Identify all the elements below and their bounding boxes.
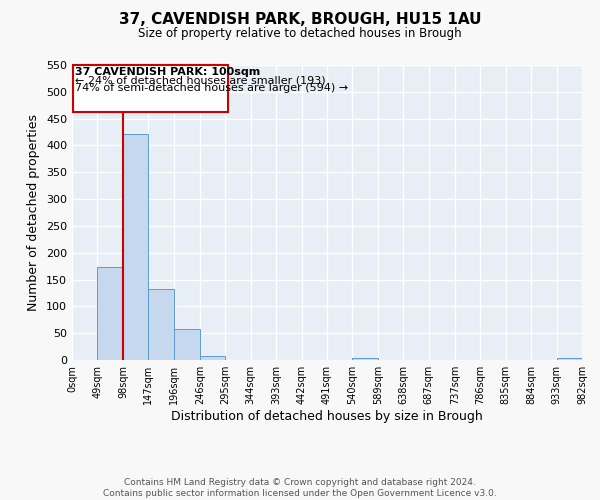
Bar [148,288,174,360]
Y-axis label: Number of detached properties: Number of detached properties [28,114,40,311]
X-axis label: Distribution of detached houses by size in Brough: Distribution of detached houses by size … [171,410,483,423]
Bar [174,329,200,360]
Text: Contains HM Land Registry data © Crown copyright and database right 2024.
Contai: Contains HM Land Registry data © Crown c… [103,478,497,498]
Text: Size of property relative to detached houses in Brough: Size of property relative to detached ho… [138,28,462,40]
Text: 74% of semi-detached houses are larger (594) →: 74% of semi-detached houses are larger (… [75,83,348,93]
Bar [97,267,123,360]
Bar [352,358,378,360]
Bar [123,134,148,360]
Text: ← 24% of detached houses are smaller (193): ← 24% of detached houses are smaller (19… [75,75,326,85]
Bar [200,356,225,360]
Bar [557,358,582,360]
Text: 37 CAVENDISH PARK: 100sqm: 37 CAVENDISH PARK: 100sqm [75,67,260,77]
Text: 37, CAVENDISH PARK, BROUGH, HU15 1AU: 37, CAVENDISH PARK, BROUGH, HU15 1AU [119,12,481,28]
Bar [73,65,228,112]
